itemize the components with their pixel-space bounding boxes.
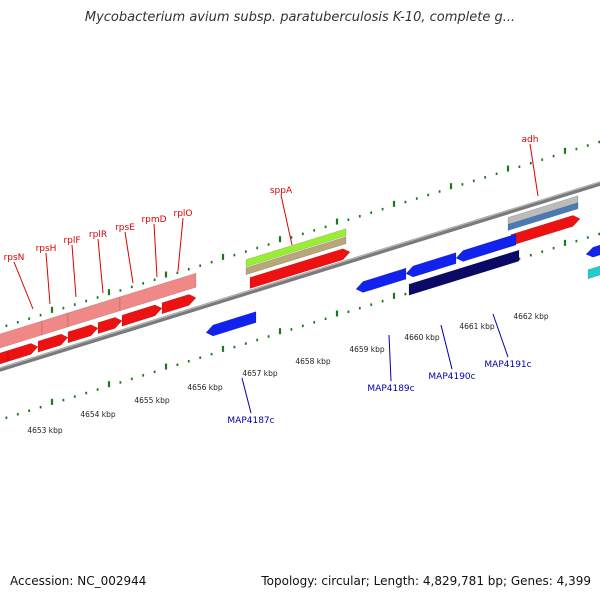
tick-marks	[5, 140, 600, 420]
gene-leader-line	[492, 313, 509, 358]
gene-leader-line	[177, 217, 184, 272]
gene-leader-line	[71, 244, 77, 298]
cds-feature[interactable]	[455, 233, 517, 262]
kbp-label: 4662 kbp	[513, 312, 549, 321]
accession-text: Accession: NC_002944	[10, 574, 147, 588]
gene-label-map4191c[interactable]: MAP4191c	[484, 360, 531, 370]
gene-leader-line	[529, 143, 539, 197]
backbone-highlight	[0, 181, 600, 369]
genome-summary: Topology: circular; Length: 4,829,781 bp…	[261, 574, 591, 588]
kbp-label: 4658 kbp	[295, 357, 331, 366]
gene-leader-line	[97, 238, 104, 294]
gene-label-rpsn[interactable]: rpsN	[4, 253, 25, 263]
cds-feature[interactable]	[121, 304, 163, 327]
gene-label-map4190c[interactable]: MAP4190c	[428, 372, 475, 382]
gene-label-rpmd[interactable]: rpmD	[141, 215, 166, 225]
kbp-label: 4661 kbp	[459, 322, 495, 331]
gene-leader-line	[124, 231, 134, 284]
gene-leader-line	[280, 194, 293, 246]
cds-feature[interactable]	[205, 311, 257, 337]
gene-label-rpsh[interactable]: rpsH	[36, 244, 57, 254]
genome-title: Mycobacterium avium subsp. paratuberculo…	[84, 10, 516, 25]
kbp-label: 4656 kbp	[187, 383, 223, 392]
kbp-label: 4655 kbp	[134, 396, 170, 405]
rrna-feature[interactable]	[41, 312, 69, 336]
kbp-label: 4659 kbp	[349, 345, 385, 354]
kbp-label: 4654 kbp	[80, 410, 116, 419]
cds-feature[interactable]	[67, 324, 99, 344]
features	[0, 195, 600, 365]
gene-leader-line	[13, 261, 34, 310]
gene-leader-line	[440, 324, 453, 370]
kbp-label: 4657 kbp	[242, 369, 278, 378]
gene-leader-line	[241, 377, 252, 414]
gene-leader-line	[388, 334, 392, 382]
gene-label-rplf[interactable]: rplF	[63, 236, 80, 246]
gene-leader-line	[153, 223, 158, 278]
cds-feature[interactable]	[585, 242, 600, 258]
cds-feature[interactable]	[249, 248, 351, 289]
gene-feature[interactable]	[507, 202, 579, 231]
cds-feature[interactable]	[37, 333, 69, 353]
gene-label-map4187c[interactable]: MAP4187c	[227, 416, 274, 426]
cds-feature[interactable]	[161, 294, 197, 315]
kbp-label: 4660 kbp	[404, 333, 440, 342]
gene-label-rpse[interactable]: rpsE	[115, 223, 135, 233]
cds-feature[interactable]	[355, 267, 407, 293]
gene-label-adh[interactable]: adh	[522, 135, 539, 145]
gene-label-rplo[interactable]: rplO	[174, 209, 193, 219]
kbp-label: 4653 kbp	[27, 426, 63, 435]
gene-label-map4189c[interactable]: MAP4189c	[367, 384, 414, 394]
gene-label-rplr[interactable]: rplR	[89, 230, 107, 240]
gene-feature[interactable]	[245, 228, 347, 268]
cds-feature[interactable]	[0, 350, 9, 365]
labels: rpsN rpsH rplF rplR rpsE rpmD rplO sppA adh MAP41…	[4, 135, 549, 435]
gene-label-sppa[interactable]: sppA	[270, 186, 293, 196]
cds-feature[interactable]	[97, 317, 123, 334]
gene-leader-line	[45, 252, 51, 305]
backbone-line	[0, 181, 600, 372]
cds-feature[interactable]	[408, 249, 520, 296]
gene-feature[interactable]	[587, 263, 600, 280]
backbone	[0, 181, 600, 372]
cds-feature[interactable]	[7, 343, 39, 362]
rrna-feature[interactable]	[119, 272, 197, 312]
gene-feature[interactable]	[245, 236, 347, 276]
